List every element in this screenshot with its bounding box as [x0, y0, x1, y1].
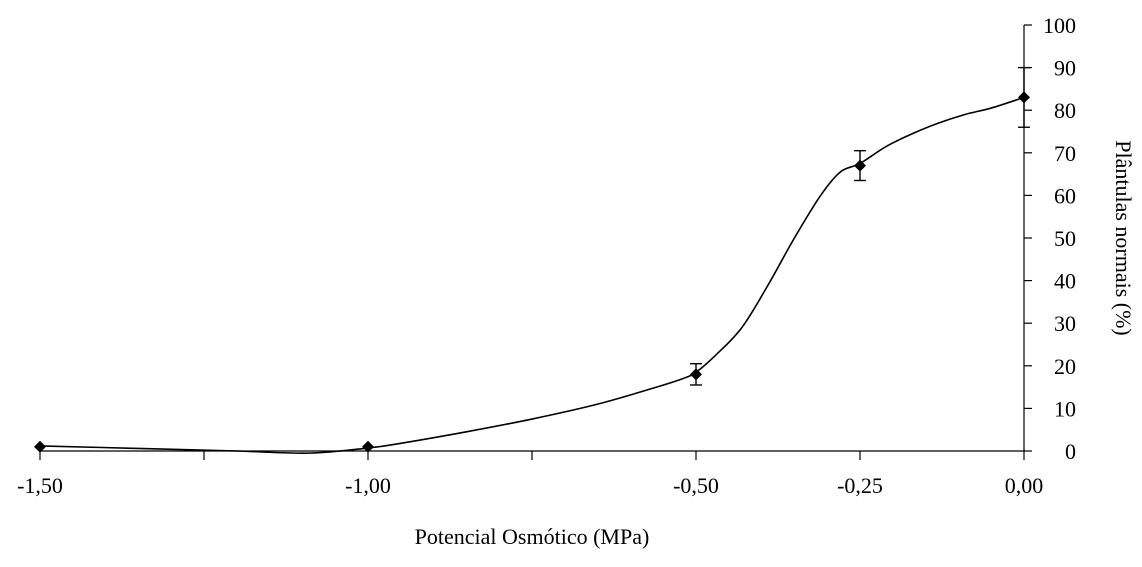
- y-tick-label: 40: [1054, 269, 1076, 294]
- x-tick-label: 0,00: [1005, 473, 1044, 498]
- error-layer: [690, 66, 1030, 386]
- marker-layer: [34, 91, 1030, 453]
- data-point-marker: [362, 440, 374, 453]
- data-point-marker: [34, 440, 46, 453]
- y-tick-label: 0: [1065, 439, 1076, 464]
- data-point-marker: [854, 159, 866, 172]
- y-tick-label: 90: [1054, 56, 1076, 81]
- x-tick-label: -0,50: [673, 473, 719, 498]
- y-tick-label: 20: [1054, 354, 1076, 379]
- y-tick-label: 80: [1054, 98, 1076, 123]
- x-tick-label: -1,00: [345, 473, 391, 498]
- curve-layer: [39, 96, 1025, 455]
- fitted-curve-line: [39, 96, 1025, 455]
- x-tick-label: -0,25: [837, 473, 883, 498]
- x-tick-label: -1,50: [17, 473, 63, 498]
- y-ticks: 0 10 20 30 40 50 60 70 80 90 100: [1024, 13, 1076, 464]
- axes: [40, 25, 1025, 452]
- y-tick-label: 50: [1054, 226, 1076, 251]
- y-tick-label: 30: [1054, 311, 1076, 336]
- y-tick-label: 70: [1054, 141, 1076, 166]
- y-tick-label: 100: [1043, 13, 1076, 38]
- y-tick-label: 10: [1054, 396, 1076, 421]
- data-point-marker: [690, 368, 702, 381]
- x-ticks: -1,50 -1,00 -0,50 -0,25 0,00: [17, 451, 1043, 498]
- y-axis-title: Plântulas normais (%): [1111, 140, 1136, 336]
- x-axis-title: Potencial Osmótico (MPa): [415, 524, 650, 549]
- data-point-marker: [1018, 91, 1030, 104]
- y-tick-label: 60: [1054, 183, 1076, 208]
